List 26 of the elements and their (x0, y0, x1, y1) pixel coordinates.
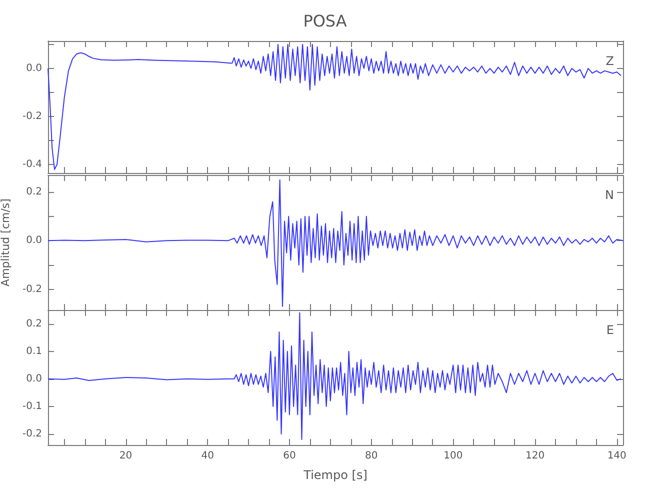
chart-title: POSA (303, 12, 347, 30)
y-tick-label: 0.2 (26, 186, 42, 198)
y-tick-label: -0.4 (22, 159, 42, 170)
y-tick-label: -0.2 (22, 428, 42, 440)
annotation: E (606, 323, 614, 337)
y-tick-label: 0.0 (26, 62, 42, 74)
annotation: N (605, 188, 614, 202)
x-tick-label: 60 (283, 450, 296, 462)
y-tick-label: 0.1 (26, 346, 42, 357)
x-axis-title: Tiempo [s] (302, 468, 368, 482)
x-tick-label: 120 (525, 450, 545, 462)
y-tick-label: 0.0 (26, 373, 42, 384)
y-tick-label: -0.1 (22, 400, 42, 412)
line-series (48, 179, 624, 307)
y-axis-title: Amplitud [cm/s] (0, 198, 12, 286)
y-tick-label: 0.2 (26, 318, 42, 330)
annotation: Z (606, 54, 614, 68)
y-tick-label: -0.2 (22, 110, 42, 122)
y-tick-label: -0.2 (22, 284, 42, 295)
x-tick-label: 80 (364, 450, 378, 462)
y-tick-label: 0.0 (26, 235, 42, 246)
x-tick-label: 20 (119, 450, 132, 462)
line-series (48, 44, 622, 170)
x-tick-label: 40 (201, 450, 214, 462)
x-tick-label: 140 (607, 450, 626, 462)
x-tick-label: 100 (444, 450, 463, 462)
